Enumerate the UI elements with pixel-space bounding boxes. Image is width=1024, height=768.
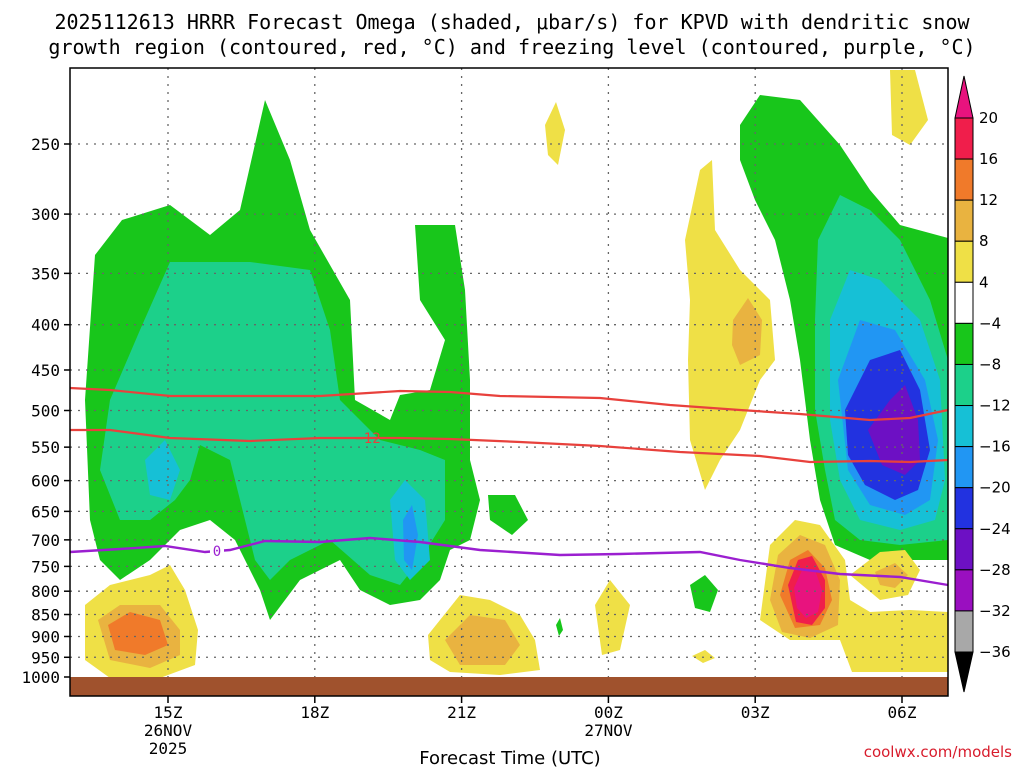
omega-region-orange-mid (732, 298, 762, 365)
omega-region-green-small3 (556, 618, 563, 636)
y-tick-label: 650 (31, 502, 60, 521)
colorbar-label: −4 (979, 314, 1001, 332)
colorbar-top-arrow (954, 75, 974, 119)
colorbar-label: −16 (979, 438, 1011, 456)
omega-region-cyan-west (145, 440, 180, 500)
x-tick-date: 27NOV (584, 721, 633, 740)
colorbar-swatch (954, 405, 974, 448)
colorbar: 20 16 12 8 4 −4 −8 −12 −16 −20 −24 −28 −32 −36 (954, 75, 1011, 693)
y-axis: 250 300 350 400 450 500 550 600 650 700 750 800 850 9… (21, 135, 70, 687)
y-tick-label: 250 (31, 135, 60, 154)
plot-frame (69, 67, 949, 697)
colorbar-label: 12 (979, 191, 998, 209)
y-tick-label: 800 (31, 582, 60, 601)
omega-region-purple-east (868, 385, 920, 475)
x-tick-label: 21Z (447, 703, 476, 722)
y-tick-label: 700 (31, 531, 60, 550)
y-tick-label: 500 (31, 402, 60, 421)
omega-region-orange2-low-west (108, 612, 168, 655)
x-tick-label: 00Z (594, 703, 623, 722)
colorbar-swatch (954, 117, 974, 160)
y-tick-label: 300 (31, 205, 60, 224)
colorbar-label: −28 (979, 561, 1011, 579)
colorbar-label: 16 (979, 150, 998, 168)
colorbar-swatch (954, 322, 974, 365)
chart-title-line2: growth region (contoured, red, °C) and f… (48, 35, 975, 59)
colorbar-label: −12 (979, 397, 1011, 415)
x-tick-year: 2025 (149, 739, 188, 758)
omega-region-magenta-low-east (794, 568, 822, 618)
omega-region-blue-mid (403, 505, 418, 570)
y-tick-label: 450 (31, 361, 60, 380)
chart-title-line1: 2025112613 HRRR Forecast Omega (shaded, … (54, 10, 970, 34)
y-tick-label: 1000 (21, 668, 60, 687)
colorbar-swatch (954, 158, 974, 201)
colorbar-label: 8 (979, 232, 989, 250)
y-tick-label: 400 (31, 316, 60, 335)
credit-text: coolwx.com/models (864, 743, 1012, 761)
omega-region-yellow-small (595, 580, 630, 655)
omega-region-orange-low-mid (445, 615, 520, 665)
freezing-label-bg (210, 544, 224, 558)
x-tick-label: 03Z (741, 703, 770, 722)
colorbar-bottom-arrow (954, 651, 974, 693)
colorbar-swatch (954, 446, 974, 489)
dgz-contour-label: −12 (355, 431, 380, 447)
freezing-level-contour (69, 536, 949, 587)
omega-region-yellow-topright (890, 70, 928, 145)
ground-below-surface (70, 677, 948, 696)
colorbar-label: −8 (979, 355, 1001, 373)
freezing-contour-label: 0 (213, 544, 221, 560)
colorbar-label: −32 (979, 602, 1011, 620)
colorbar-swatch (954, 199, 974, 242)
y-tick-label: 950 (31, 648, 60, 667)
x-tick-label: 18Z (300, 703, 329, 722)
colorbar-label: 20 (979, 109, 998, 127)
y-tick-label: 600 (31, 472, 60, 491)
colorbar-swatch (954, 610, 974, 653)
y-tick-label: 350 (31, 264, 60, 283)
contours: −12 0 (69, 386, 949, 587)
gridlines (70, 68, 948, 677)
x-tick-date: 26NOV (144, 721, 193, 740)
y-tick-label: 900 (31, 627, 60, 646)
colorbar-swatch (954, 240, 974, 283)
colorbar-label: −24 (979, 520, 1011, 538)
x-tick-label: 06Z (888, 703, 917, 722)
y-tick-label: 850 (31, 606, 60, 625)
omega-region-yellow-tiny (692, 650, 715, 663)
colorbar-label: 4 (979, 273, 989, 291)
x-tick-label: 15Z (154, 703, 183, 722)
colorbar-label: −20 (979, 479, 1011, 497)
dgz-contour-upper (69, 386, 949, 422)
colorbar-swatch (954, 487, 974, 530)
y-tick-label: 750 (31, 557, 60, 576)
colorbar-swatch (954, 528, 974, 571)
colorbar-swatch (954, 363, 974, 407)
omega-region-yellow-top1 (545, 102, 565, 165)
omega-region-teal-west (100, 262, 445, 585)
colorbar-label: −36 (979, 643, 1011, 661)
colorbar-swatch (954, 281, 974, 324)
colorbar-swatch (954, 569, 974, 612)
omega-region-green-small1 (488, 495, 528, 535)
dgz-contour-lower (70, 428, 949, 464)
y-tick-label: 550 (31, 438, 60, 457)
x-axis-label: Forecast Time (UTC) (419, 748, 600, 768)
omega-region-green-small2 (690, 575, 718, 612)
